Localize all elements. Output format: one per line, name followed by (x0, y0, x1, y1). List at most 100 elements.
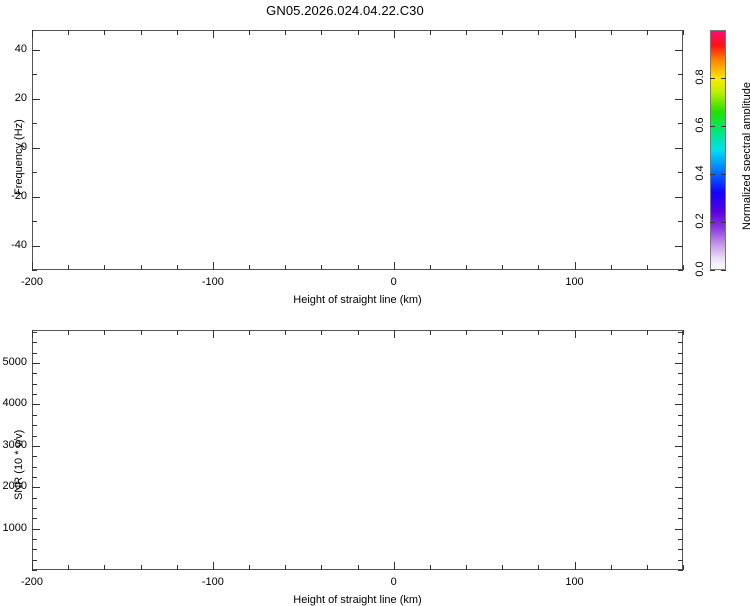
axis-tick-label: 1000 (2, 521, 27, 534)
axis-tick (678, 172, 683, 174)
axis-tick (32, 352, 37, 354)
axis-tick (357, 565, 359, 570)
axis-tick (678, 570, 683, 571)
axis-tick (675, 404, 683, 406)
axis-tick (678, 394, 683, 396)
axis-tick-label: 0.8 (694, 69, 706, 85)
axis-tick (393, 30, 395, 38)
axis-tick (678, 414, 683, 416)
axis-tick (357, 330, 359, 335)
axis-tick (538, 330, 540, 335)
axis-tick (357, 265, 359, 270)
axis-tick (32, 221, 37, 223)
axis-tick-label: 20 (14, 91, 27, 104)
axis-tick (683, 330, 684, 335)
axis-tick (429, 330, 431, 335)
figure-title: GN05.2026.024.04.22.C30 (266, 3, 424, 18)
axis-tick (678, 466, 683, 468)
axis-tick (678, 476, 683, 478)
axis-tick (32, 262, 33, 270)
axis-tick (32, 342, 37, 344)
axis-tick (32, 172, 37, 174)
axis-tick (675, 528, 683, 530)
axis-tick (502, 30, 504, 35)
axis-tick (321, 330, 323, 335)
axis-tick (32, 49, 40, 51)
axis-tick (249, 330, 250, 335)
axis-tick (675, 363, 683, 365)
axis-tick (678, 383, 683, 385)
axis-tick (710, 270, 715, 271)
axis-tick (721, 222, 726, 223)
axis-tick-label: 100 (565, 576, 584, 588)
axis-tick (104, 330, 106, 335)
axis-tick (285, 30, 287, 35)
axis-tick-label: 0 (20, 140, 27, 153)
axis-tick (32, 507, 37, 509)
axis-tick (321, 265, 323, 270)
axis-tick (32, 559, 37, 561)
axis-tick (32, 538, 37, 540)
axis-tick (710, 126, 715, 127)
axis-tick (140, 30, 142, 35)
axis-tick-label: 0.2 (694, 213, 706, 229)
axis-tick-label: 0 (390, 576, 397, 588)
axis-tick (249, 30, 250, 35)
axis-tick (32, 570, 37, 571)
axis-tick (393, 562, 395, 570)
axis-tick (502, 330, 504, 335)
colorbar (710, 30, 726, 270)
axis-tick-label: -20 (11, 189, 27, 202)
axis-tick (678, 342, 683, 344)
axis-tick (678, 425, 683, 427)
axis-tick (32, 528, 40, 530)
axis-tick (32, 245, 40, 247)
axis-tick (32, 123, 37, 125)
axis-tick (32, 456, 37, 458)
axis-tick (104, 265, 106, 270)
axis-tick (678, 518, 683, 520)
axis-tick (32, 497, 37, 499)
axis-tick-label: 4000 (2, 397, 27, 410)
axis-tick (678, 435, 683, 437)
axis-tick-label: -200 (20, 276, 44, 288)
axis-tick (574, 562, 576, 570)
axis-tick (32, 383, 37, 385)
axis-tick (678, 497, 683, 499)
axis-tick (574, 330, 576, 338)
axis-tick (429, 565, 431, 570)
axis-tick (538, 565, 540, 570)
axis-tick (710, 78, 715, 79)
axis-tick (574, 262, 576, 270)
axis-tick (249, 565, 250, 570)
axis-tick-label: 5000 (2, 356, 27, 369)
axis-tick (32, 332, 37, 334)
axis-tick (429, 265, 431, 270)
axis-tick (32, 270, 37, 271)
axis-tick (610, 330, 612, 335)
axis-tick (32, 196, 40, 198)
axis-tick (32, 30, 33, 38)
axis-tick (249, 265, 250, 270)
axis-tick-label: 100 (565, 276, 584, 288)
axis-tick (212, 330, 214, 338)
colorbar-label: Normalized spectral amplitude (741, 82, 750, 230)
axis-tick (646, 30, 648, 35)
axis-tick (32, 330, 33, 338)
axis-tick (32, 466, 37, 468)
axis-tick (683, 565, 684, 570)
axis-tick (646, 565, 648, 570)
axis-tick (721, 78, 726, 79)
axis-tick (140, 265, 142, 270)
axis-tick (683, 265, 684, 270)
snr-frame (32, 330, 683, 570)
axis-tick (678, 559, 683, 561)
axis-tick (678, 123, 683, 125)
axis-tick (574, 30, 576, 38)
axis-tick (32, 414, 37, 416)
axis-tick (32, 435, 37, 437)
axis-tick (466, 30, 467, 35)
axis-tick (646, 265, 648, 270)
axis-tick (357, 30, 359, 35)
